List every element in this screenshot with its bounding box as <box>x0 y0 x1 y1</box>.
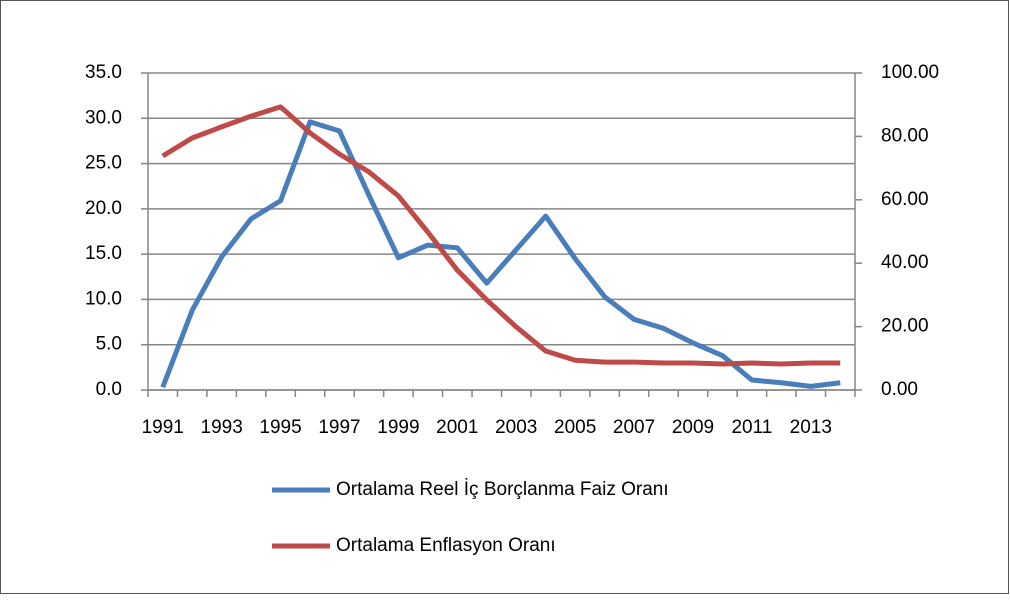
y2-tick-label: 100.00 <box>881 62 939 83</box>
y2-tick-label: 20.00 <box>881 316 929 337</box>
x-tick-label: 2007 <box>613 417 655 438</box>
y-tick-label: 30.0 <box>85 107 122 128</box>
x-tick-label: 2013 <box>790 417 832 438</box>
y-tick-label: 5.0 <box>96 334 122 355</box>
x-tick-label: 2003 <box>495 417 537 438</box>
series-line <box>160 119 841 389</box>
x-tick-label: 1991 <box>142 417 184 438</box>
x-tick-label: 2011 <box>731 417 772 438</box>
x-tick-label: 2005 <box>554 417 596 438</box>
y-tick-label: 15.0 <box>85 243 122 264</box>
legend-label: Ortalama Reel İç Borçlanma Faiz Oranı <box>336 479 669 500</box>
x-tick-label: 2009 <box>672 417 714 438</box>
y2-tick-label: 60.00 <box>881 189 929 210</box>
x-tick-label: 1993 <box>201 417 243 438</box>
x-tick-label: 1995 <box>259 417 301 438</box>
x-tick-label: 2001 <box>436 417 478 438</box>
y2-tick-label: 80.00 <box>881 125 929 146</box>
y-tick-label: 25.0 <box>85 153 122 174</box>
series-line <box>161 104 841 367</box>
y2-tick-label: 40.00 <box>881 252 929 273</box>
x-tick-label: 1997 <box>318 417 360 438</box>
y-tick-label: 20.0 <box>85 198 122 219</box>
legend-label: Ortalama Enflasyon Oranı <box>336 535 556 556</box>
x-tick-label: 1999 <box>377 417 419 438</box>
y-tick-label: 0.0 <box>96 379 122 400</box>
y-tick-label: 10.0 <box>85 288 122 309</box>
y2-tick-label: 0.00 <box>881 379 918 400</box>
y-tick-label: 35.0 <box>85 62 122 83</box>
